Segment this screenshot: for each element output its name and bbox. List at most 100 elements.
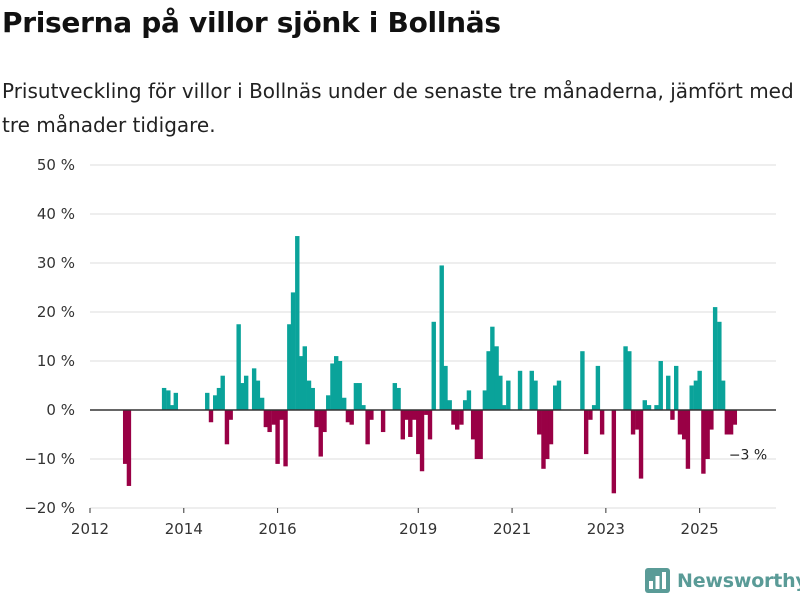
bar-positive [720, 380, 726, 410]
bar-positive [166, 390, 171, 410]
bar-negative [545, 410, 550, 459]
bar-positive [654, 405, 659, 410]
bar-positive [243, 375, 249, 410]
bar-negative [599, 410, 605, 435]
bar-positive [447, 400, 452, 410]
annotations: −3 % [729, 448, 767, 464]
bar-positive [717, 321, 722, 410]
x-tick-label: 2012 [71, 520, 109, 538]
bar-negative [677, 410, 683, 435]
bar-negative [122, 410, 128, 464]
brand-name: Newsworthy [677, 569, 800, 592]
bar-negative [670, 410, 675, 420]
bar-positive [623, 346, 628, 410]
bar-negative [709, 410, 714, 430]
bar-negative [314, 410, 319, 428]
bar-positive [240, 383, 245, 410]
bar-negative [638, 410, 644, 479]
bar-negative [283, 410, 288, 467]
bar-positive [506, 380, 511, 410]
chart-title: Priserna på villor sjönk i Bollnäs [2, 6, 501, 39]
bar-negative [478, 410, 483, 459]
bar-negative [470, 410, 476, 440]
bar-positive [693, 380, 699, 410]
bar-positive [533, 380, 538, 410]
bar-negative [583, 410, 589, 455]
bar-positive [439, 265, 444, 410]
x-axis: 2012 2014 2016 2019 2021 2023 2025 [71, 409, 776, 538]
bar-positive [642, 400, 647, 410]
bar-negative [732, 410, 738, 425]
bar-positive [486, 351, 491, 410]
bar-positive [341, 397, 347, 410]
bar-positive [287, 324, 292, 410]
bar-negative [416, 410, 421, 455]
bar-positive [306, 380, 312, 410]
bar-negative [611, 410, 617, 494]
bar-negative [630, 410, 636, 435]
bar-positive [310, 387, 315, 410]
bar-positive [501, 405, 507, 410]
bar-positive [689, 385, 694, 410]
bar-negative [705, 410, 710, 459]
bar-negative [685, 410, 691, 469]
bar-positive [674, 365, 679, 410]
bar-positive [494, 346, 499, 410]
bar-negative [365, 410, 370, 445]
bar-positive [173, 392, 179, 410]
bar-negative [724, 410, 730, 435]
bar-positive [482, 390, 488, 410]
bar-positive [517, 370, 523, 410]
bar-negative [279, 410, 284, 420]
bar-negative [451, 410, 456, 425]
bar-positive [337, 361, 343, 410]
last-value-label: −3 % [729, 448, 767, 464]
bar-positive [216, 387, 222, 410]
bar-positive [298, 356, 304, 410]
bar-negative [126, 410, 132, 486]
bar-chart-logo-icon [645, 568, 670, 593]
y-tick-label: 20 % [37, 303, 75, 321]
y-tick-label: 50 % [37, 156, 75, 174]
bar-positive [392, 383, 398, 410]
bar-negative [548, 410, 554, 445]
y-tick-label: −10 % [24, 450, 75, 468]
bar-negative [635, 410, 640, 430]
bar-negative [400, 410, 405, 440]
bar-positive [646, 405, 652, 410]
bar-negative [267, 410, 272, 433]
bar-negative [474, 410, 480, 459]
bar-negative [275, 410, 280, 464]
bar-negative [208, 410, 214, 423]
bar-positive [553, 385, 558, 410]
bar-negative [459, 410, 464, 425]
bar-positive [220, 375, 225, 410]
bar-negative [455, 410, 460, 430]
bar-positive [466, 390, 472, 410]
bar-positive [556, 380, 562, 410]
bar-negative [412, 410, 417, 420]
bar-positive [353, 383, 359, 410]
bar-positive [169, 405, 175, 410]
bar-negative [404, 410, 409, 420]
bar-positive [259, 397, 265, 410]
bar-negative [427, 410, 433, 440]
bar-negative [541, 410, 546, 469]
bar-positive [334, 356, 339, 410]
y-axis-ticks: 50 % 40 % 30 % 20 % 10 % 0 % −10 % −20 % [24, 156, 75, 517]
bar-negative [380, 410, 386, 433]
bar-negative [322, 410, 327, 433]
x-tick-label: 2016 [258, 520, 296, 538]
bar-positive [161, 387, 167, 410]
bar-positive [443, 365, 448, 410]
y-tick-label: −20 % [24, 499, 75, 517]
bar-negative [537, 410, 542, 435]
bar-positive [205, 392, 210, 410]
y-tick-label: 40 % [37, 205, 75, 223]
x-tick-label: 2019 [399, 520, 437, 538]
bar-negative [701, 410, 706, 474]
bar-positive [302, 346, 307, 410]
bar-positive [255, 380, 261, 410]
bar-positive [357, 383, 362, 410]
